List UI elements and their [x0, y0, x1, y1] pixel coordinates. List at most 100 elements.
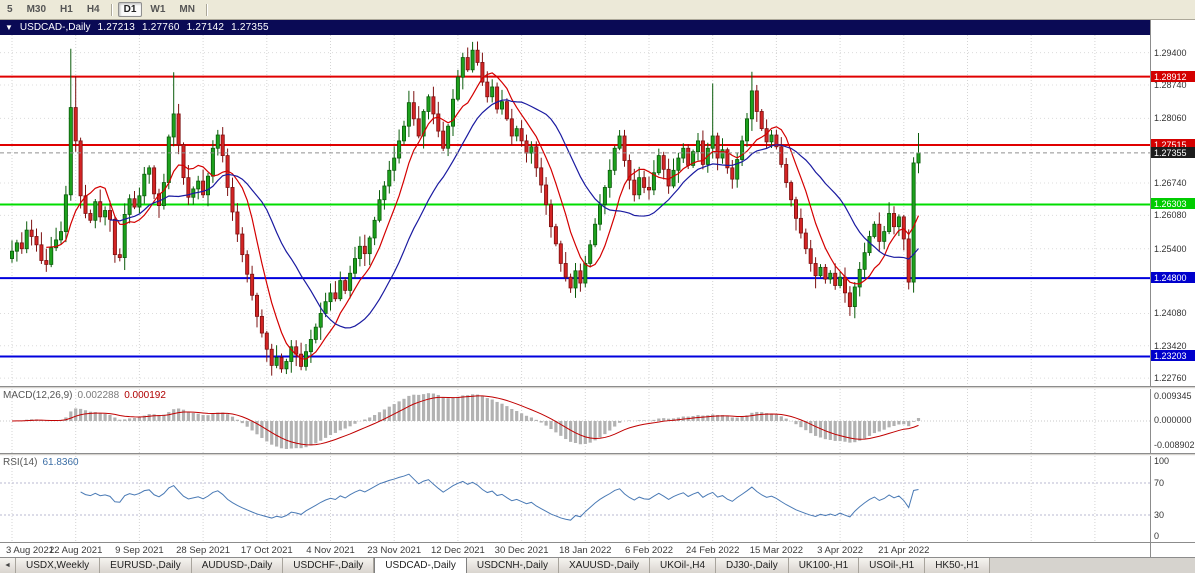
toolbar-separator [205, 3, 208, 16]
price-chart-canvas[interactable] [0, 35, 1150, 386]
price-tick-label: 1.24080 [1154, 308, 1187, 319]
macd-axis-label: 0.009345 [1154, 391, 1192, 401]
panel-resize-handle[interactable] [0, 386, 1195, 389]
date-label: 24 Feb 2022 [686, 545, 740, 556]
macd-value-signal: 0.000192 [124, 390, 166, 401]
date-label: 4 Nov 2021 [306, 545, 355, 556]
price-line-marker: 1.26303 [1151, 198, 1195, 210]
rsi-axis-label: 30 [1154, 510, 1165, 520]
date-label: 17 Oct 2021 [240, 545, 293, 556]
ma-fast-line [46, 72, 920, 360]
tab-uk100-h1[interactable]: UK100-,H1 [788, 558, 860, 573]
grid [0, 35, 1150, 386]
macd-histogram [15, 393, 921, 449]
rsi-value: 61.8360 [42, 457, 79, 468]
rsi-axis-label: 100 [1154, 456, 1170, 466]
chart-tabs: USDX,Weekly EURUSD-,Daily AUDUSD-,Daily USD… [16, 558, 1195, 573]
macd-signal-line [11, 395, 919, 446]
time-axis[interactable]: 3 Aug 2021 22 Aug 2021 9 Sep 2021 28 Sep 20… [0, 542, 1195, 557]
panel-resize-handle[interactable] [0, 453, 1195, 456]
axis-corner [1150, 20, 1195, 35]
toolbar-separator [110, 3, 113, 16]
date-label: 12 Dec 2021 [430, 545, 485, 556]
date-label: 22 Aug 2021 [49, 545, 103, 556]
price-tick-label: 1.26740 [1154, 178, 1187, 189]
chart-tab-bar: ◄ USDX,Weekly EURUSD-,Daily AUDUSD-,Daily U… [0, 557, 1195, 573]
timeframe-toolbar: 5 M30 H1 H4 D1 W1 MN [0, 0, 1195, 20]
date-label: 23 Nov 2021 [367, 545, 422, 556]
chart-window: ▼ USDCAD-,Daily 1.27213 1.27760 1.27142 … [0, 20, 1195, 557]
rsi-axis-label: 0 [1154, 531, 1160, 541]
macd-axis-label: 0.000000 [1154, 415, 1192, 425]
price-tick-label: 1.25400 [1154, 243, 1187, 254]
date-label: 18 Jan 2022 [559, 545, 612, 556]
tab-xauusd-daily[interactable]: XAUUSD-,Daily [558, 558, 650, 573]
candles-series [9, 41, 921, 376]
timeframe-button-w1[interactable]: W1 [150, 4, 166, 15]
macd-value-main: 0.002288 [77, 390, 120, 401]
rsi-canvas[interactable] [0, 456, 1150, 542]
timeframe-button-m30[interactable]: M30 [26, 4, 47, 15]
price-tick-label: 1.29400 [1154, 47, 1187, 58]
price-tick-label: 1.22760 [1154, 373, 1187, 384]
date-label: 21 Apr 2022 [878, 545, 930, 556]
macd-panel[interactable]: MACD(12,26,9) 0.002288 0.000192 0.009345 0.… [0, 389, 1195, 453]
rsi-label-row: RSI(14) 61.8360 [3, 457, 84, 468]
horizontal-level-lines[interactable] [0, 75, 1150, 358]
tab-usdcad-daily[interactable]: USDCAD-,Daily [374, 558, 467, 573]
tab-usdchf-daily[interactable]: USDCHF-,Daily [283, 558, 375, 573]
tab-dj30-daily[interactable]: DJ30-,Daily [716, 558, 789, 573]
timeframe-button-5[interactable]: 5 [7, 4, 13, 15]
price-chart-panel[interactable]: 1.29400 1.28740 1.28060 1.26740 1.26080 1.254… [0, 35, 1195, 386]
timeframe-button-mn[interactable]: MN [179, 4, 195, 15]
grid [0, 456, 1150, 542]
ohlc-low: 1.27142 [186, 22, 225, 33]
collapse-icon[interactable]: ▼ [5, 22, 13, 32]
ma-slow-line [109, 99, 919, 329]
rsi-line [80, 473, 919, 521]
axis-corner [1150, 543, 1151, 557]
date-label: 6 Feb 2022 [624, 545, 674, 556]
date-label: 28 Sep 2021 [176, 545, 231, 556]
date-label: 3 Apr 2022 [817, 545, 864, 556]
price-line-marker: 1.28912 [1151, 70, 1195, 82]
timeframe-button-h4[interactable]: H4 [86, 4, 100, 15]
tab-usdx-weekly[interactable]: USDX,Weekly [16, 558, 101, 573]
macd-label-row: MACD(12,26,9) 0.002288 0.000192 [3, 390, 171, 401]
rsi-axis: 100 70 30 0 [1150, 456, 1195, 542]
timeframe-button-d1[interactable]: D1 [117, 2, 143, 17]
price-line-marker: 1.24800 [1151, 272, 1195, 284]
macd-canvas[interactable] [0, 389, 1150, 453]
tab-hk50-h1[interactable]: HK50-,H1 [925, 558, 991, 573]
timeframe-button-h1[interactable]: H1 [60, 4, 73, 15]
rsi-label: RSI(14) [3, 457, 38, 468]
date-label: 9 Sep 2021 [115, 545, 164, 556]
macd-axis: 0.009345 0.000000 -0.008902 [1150, 389, 1195, 453]
price-line-marker: 1.27355 [1151, 146, 1195, 158]
ohlc-close: 1.27355 [231, 22, 269, 33]
tab-ukoil-h4[interactable]: UKOil-,H4 [650, 558, 717, 573]
tab-usdcnh-daily[interactable]: USDCNH-,Daily [466, 558, 559, 573]
tab-audusd-daily[interactable]: AUDUSD-,Daily [191, 558, 284, 573]
tab-scroll-left-button[interactable]: ◄ [0, 558, 16, 573]
price-tick-label: 1.23420 [1154, 340, 1187, 351]
macd-label: MACD(12,26,9) [3, 390, 73, 401]
price-line-marker: 1.23203 [1151, 350, 1195, 362]
price-tick-label: 1.28060 [1154, 113, 1187, 124]
price-tick-label: 1.28740 [1154, 80, 1187, 90]
chart-title-row: ▼ USDCAD-,Daily 1.27213 1.27760 1.27142 … [0, 20, 1195, 35]
price-tick-label: 1.26080 [1154, 210, 1187, 221]
date-label: 30 Dec 2021 [494, 545, 549, 556]
date-label: 15 Mar 2022 [749, 545, 804, 556]
price-line-marker: 1.27515 [1151, 139, 1195, 151]
tab-usoil-h1[interactable]: USOil-,H1 [859, 558, 926, 573]
macd-axis-label: -0.008902 [1154, 440, 1195, 450]
price-axis[interactable]: 1.29400 1.28740 1.28060 1.26740 1.26080 1.254… [1150, 35, 1195, 386]
ohlc-open: 1.27213 [97, 22, 136, 33]
ohlc-high: 1.27760 [142, 22, 180, 33]
tab-eurusd-daily[interactable]: EURUSD-,Daily [100, 558, 192, 573]
chart-title: USDCAD-,Daily [19, 22, 91, 33]
date-label: 3 Aug 2021 [5, 545, 55, 556]
rsi-panel[interactable]: RSI(14) 61.8360 100 70 30 0 [0, 456, 1195, 542]
